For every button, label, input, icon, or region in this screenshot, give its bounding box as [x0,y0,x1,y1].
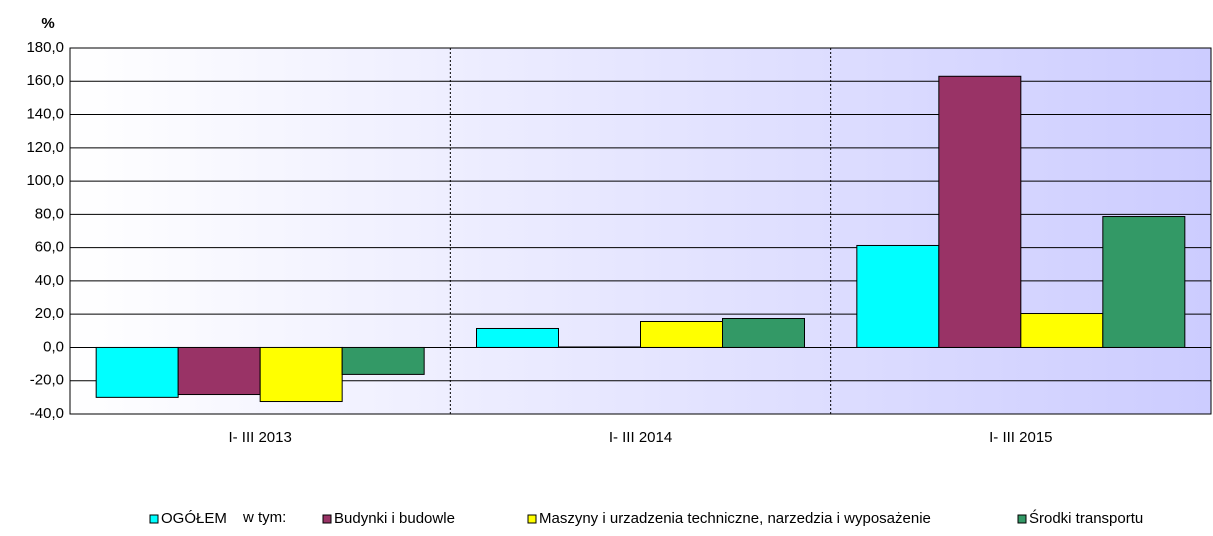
bar [341,346,425,375]
bar [1102,216,1186,348]
legend-label: Maszyny i urzadzenia techniczne, narzedz… [539,510,931,527]
bar [177,346,261,396]
x-tick-label: I- III 2014 [609,429,672,446]
bar [259,346,343,403]
y-tick-label: 180,0 [26,39,64,56]
x-tick-label: I- III 2013 [228,429,291,446]
y-tick-label: -20,0 [30,372,64,389]
y-tick-label: 120,0 [26,139,64,156]
y-tick-label: 100,0 [26,172,64,189]
y-tick-label: 140,0 [26,106,64,123]
legend-label: Środki transportu [1029,509,1143,527]
y-tick-label: 160,0 [26,72,64,89]
legend-swatch [149,514,159,524]
bar [938,75,1022,348]
plot-border [69,47,1212,415]
y-tick-label: 40,0 [35,272,64,289]
y-axis-label: % [41,15,54,32]
legend-label: OGÓŁEM [161,510,227,527]
bar [640,321,723,348]
legend-swatch [322,514,332,524]
bar [1020,313,1104,348]
legend-label: Budynki i budowle [334,510,455,527]
bar [95,346,179,398]
y-tick-label: 80,0 [35,205,64,222]
legend-swatch [1017,514,1027,524]
y-tick-label: 0,0 [43,338,64,355]
legend-swatch [527,514,537,524]
x-tick-label: I- III 2015 [989,429,1052,446]
bar [856,244,940,348]
y-tick-label: 60,0 [35,239,64,256]
y-tick-label: 20,0 [35,305,64,322]
legend-note: w tym: [242,509,286,526]
bar [476,327,559,348]
bar [722,318,805,348]
y-tick-label: -40,0 [30,405,64,422]
